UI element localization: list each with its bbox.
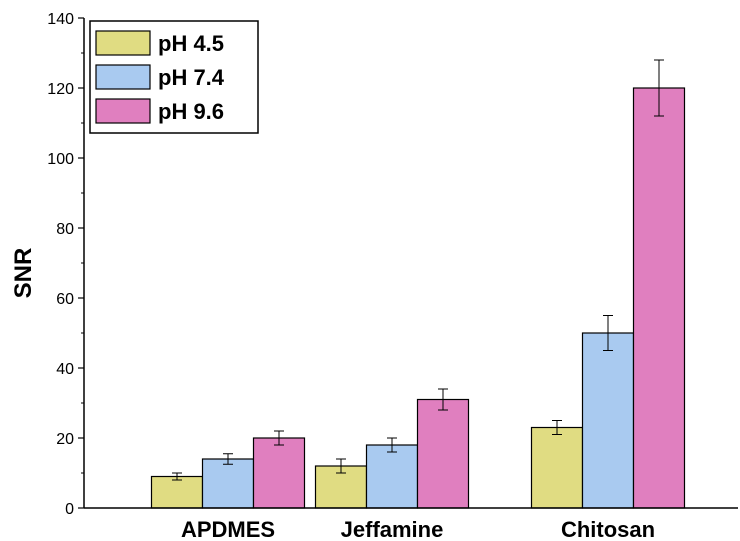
error-bar-apdmes-series-2 — [223, 453, 233, 465]
y-tick-label-20: 20 — [56, 431, 74, 448]
legend-swatch-2 — [95, 64, 151, 90]
legend-label-3: pH 9.6 — [158, 99, 224, 124]
y-tick-label-60: 60 — [56, 291, 74, 308]
x-label-apdmes: APDMES — [181, 517, 275, 541]
y-ticks: 0 20 40 60 80 100 120 140 — [47, 11, 84, 518]
legend-label-1: pH 4.5 — [158, 31, 224, 56]
error-bar-apdmes-series-3 — [274, 430, 284, 446]
y-tick-label-120: 120 — [47, 81, 74, 98]
legend-swatch-3 — [95, 98, 151, 124]
error-bar-chitosan-series-3 — [654, 59, 664, 117]
bar-chitosan-series-2 — [581, 332, 635, 509]
legend-swatch-1 — [95, 30, 151, 56]
bar-jeffamine-series-3 — [416, 398, 470, 509]
legend-label-2: pH 7.4 — [158, 65, 225, 90]
legend: pH 4.5 pH 7.4 pH 9.6 — [89, 20, 259, 134]
x-label-chitosan: Chitosan — [561, 517, 655, 541]
error-bars-layer — [172, 59, 664, 481]
y-tick-label-40: 40 — [56, 361, 74, 378]
error-bar-chitosan-series-1 — [552, 420, 562, 435]
bar-apdmes-series-1 — [150, 475, 204, 509]
error-bar-jeffamine-series-2 — [387, 437, 397, 453]
error-bar-chitosan-series-2 — [603, 315, 613, 351]
bars-layer — [150, 87, 686, 509]
bar-apdmes-series-2 — [201, 458, 255, 509]
error-bar-apdmes-series-1 — [172, 472, 182, 481]
x-category-labels: APDMES Jeffamine Chitosan — [181, 517, 655, 541]
x-label-jeffamine: Jeffamine — [341, 517, 444, 541]
y-tick-label-140: 140 — [47, 11, 74, 28]
y-tick-label-100: 100 — [47, 151, 74, 168]
y-tick-label-0: 0 — [65, 501, 74, 518]
bar-jeffamine-series-2 — [365, 444, 419, 509]
error-bar-jeffamine-series-1 — [336, 458, 346, 474]
y-tick-label-80: 80 — [56, 221, 74, 238]
bar-chitosan-series-1 — [530, 426, 584, 509]
bar-chitosan-series-3 — [632, 87, 686, 509]
y-axis-title: SNR — [10, 248, 37, 299]
bar-apdmes-series-3 — [252, 437, 306, 509]
error-bar-jeffamine-series-3 — [438, 388, 448, 411]
